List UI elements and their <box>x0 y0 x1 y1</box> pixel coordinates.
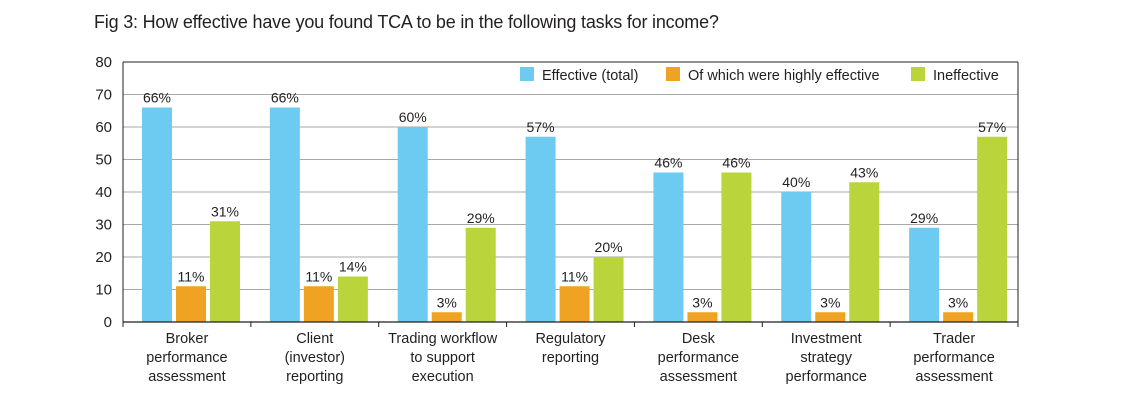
y-tick-label: 70 <box>95 87 112 104</box>
x-tick-label: Regulatory reporting <box>535 331 606 366</box>
data-label: 3% <box>948 294 968 310</box>
y-tick-label: 50 <box>95 152 112 169</box>
data-label: 29% <box>910 210 938 226</box>
data-label: 11% <box>561 268 588 284</box>
chart-title: Fig 3: How effective have you found TCA … <box>94 12 719 32</box>
bar-1 <box>909 227 940 322</box>
bar-3 <box>977 136 1008 322</box>
y-tick-label: 40 <box>95 184 112 201</box>
bar-1 <box>269 107 300 322</box>
bar-2 <box>431 312 462 322</box>
data-label: 40% <box>782 174 810 190</box>
data-label: 14% <box>339 259 367 275</box>
data-label: 46% <box>654 155 682 171</box>
y-tick-label: 80 <box>95 54 112 71</box>
y-tick-label: 0 <box>104 314 112 331</box>
data-label: 29% <box>467 210 495 226</box>
legend-swatch <box>911 67 925 81</box>
y-tick-label: 60 <box>95 119 112 136</box>
data-label: 60% <box>399 109 427 125</box>
data-label: 3% <box>437 294 457 310</box>
data-label: 57% <box>527 119 555 135</box>
x-tick-label: Broker performance assessment <box>146 331 227 385</box>
bar-2 <box>943 312 974 322</box>
bar-2 <box>815 312 846 322</box>
bar-1 <box>525 136 556 322</box>
bar-3 <box>849 182 880 322</box>
data-label: 46% <box>722 155 750 171</box>
bar-2 <box>687 312 718 322</box>
bar-3 <box>593 257 624 322</box>
legend-entry: Of which were highly effective <box>688 68 880 84</box>
data-label: 66% <box>271 90 299 106</box>
y-tick-label: 30 <box>95 217 112 234</box>
x-tick-label: Desk performance assessment <box>658 331 739 385</box>
bar-1 <box>397 127 428 322</box>
data-label: 66% <box>143 90 171 106</box>
bar-1 <box>781 192 812 322</box>
legend-swatch <box>666 67 680 81</box>
data-label: 43% <box>850 164 878 180</box>
data-label: 11% <box>305 268 332 284</box>
x-tick-label: Client (investor) reporting <box>285 331 345 385</box>
x-tick-label: Investment strategy performance <box>786 331 867 385</box>
data-label: 3% <box>820 294 840 310</box>
bar-2 <box>176 286 206 322</box>
data-label: 11% <box>178 268 205 284</box>
x-tick-label: Trader performance assessment <box>913 331 994 385</box>
bar-1 <box>142 107 172 322</box>
y-tick-label: 10 <box>95 282 112 299</box>
bar-3 <box>721 172 752 322</box>
bar-1 <box>653 172 684 322</box>
data-label: 20% <box>595 239 623 255</box>
data-label: 3% <box>692 294 712 310</box>
bar-3 <box>465 227 496 322</box>
legend-swatch <box>520 67 534 81</box>
x-tick-label: Trading workflow to support execution <box>388 331 498 385</box>
bar-2 <box>559 286 590 322</box>
legend-entry: Ineffective <box>933 68 999 84</box>
bar-3 <box>210 221 240 322</box>
bar-2 <box>303 286 334 322</box>
legend-entry: Effective (total) <box>542 68 638 84</box>
data-label: 31% <box>211 203 239 219</box>
data-label: 57% <box>978 119 1006 135</box>
y-tick-label: 20 <box>95 249 112 266</box>
bar-3 <box>337 276 368 322</box>
